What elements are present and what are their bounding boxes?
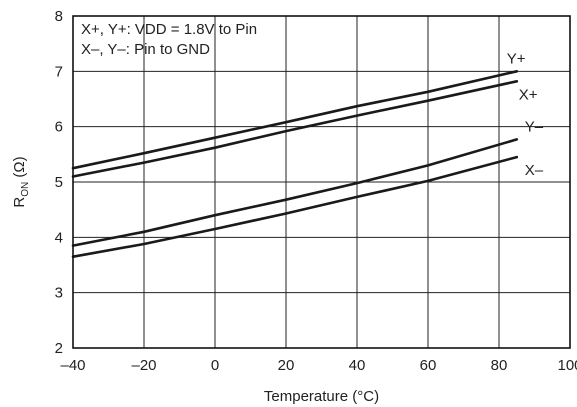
series-line-x-plus [71,80,519,178]
y-tick-label: 6 [55,119,63,136]
series-label-x-plus: X+ [519,86,538,103]
plot-frame [72,15,571,349]
series-label-x-minus: X– [525,162,544,179]
series-label-y-plus: Y+ [507,50,526,67]
series-line-x-minus [71,155,519,259]
tick-labels: –40 –20 0 20 40 60 80 100 2 3 4 5 6 7 8 [55,8,577,374]
y-tick-label: 7 [55,63,63,80]
y-tick-label: 3 [55,285,63,302]
x-tick-label: 0 [211,357,219,374]
series-lines [71,70,519,259]
y-axis-title-unit: (Ω) [11,156,28,181]
x-tick-label: 40 [349,357,366,374]
annotation-vdd-to-pin: X+, Y+: VDD = 1.8V to Pin [81,21,257,38]
x-tick-label: 80 [491,357,508,374]
x-tick-label: –20 [131,357,156,374]
y-tick-label: 4 [55,229,63,246]
y-tick-label: 8 [55,8,63,25]
y-tick-label: 5 [55,174,63,191]
x-tick-label: –40 [60,357,85,374]
y-axis-title-subscript: ON [20,182,31,197]
x-axis-title: Temperature (°C) [264,388,379,405]
x-tick-label: 100 [557,357,577,374]
x-tick-label: 60 [420,357,437,374]
y-axis-title: RON (Ω) [11,156,31,207]
grid [72,15,571,349]
series-line-y-plus [71,70,519,170]
y-axis-title-main: R [11,197,28,208]
series-label-y-minus: Y– [525,118,544,135]
series-labels: Y+ X+ Y– X– [507,50,544,179]
x-tick-label: 20 [278,357,295,374]
y-tick-label: 2 [55,340,63,357]
annotation-pin-to-gnd: X–, Y–: Pin to GND [81,41,210,58]
series-line-y-minus [71,138,519,247]
